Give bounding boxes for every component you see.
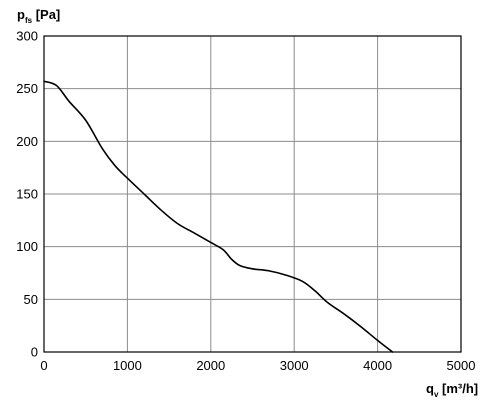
x-tick-label: 1000 [113,358,142,373]
y-tick-label: 50 [24,292,38,307]
x-axis-title-sub: v [434,390,439,399]
y-tick-label: 200 [16,134,38,149]
x-tick-label: 2000 [196,358,225,373]
x-axis-title-unit: [m³/h] [438,381,478,396]
y-axis-title: pfs [Pa] [17,7,60,25]
y-axis-title-unit: [Pa] [32,7,60,22]
y-tick-label: 150 [16,187,38,202]
grid [44,36,461,352]
y-axis: 0 50 100 150 200 250 300 [16,29,38,360]
x-tick-label: 3000 [280,358,309,373]
x-axis-title: qv [m³/h] [426,381,478,399]
y-tick-label: 250 [16,81,38,96]
x-tick-label: 5000 [447,358,476,373]
x-tick-label: 0 [40,358,47,373]
y-axis-title-main: p [17,7,25,22]
pressure-curve [43,80,394,353]
x-axis: 0 1000 2000 3000 4000 5000 [40,358,475,373]
y-axis-title-sub: fs [25,16,33,25]
y-tick-label: 100 [16,239,38,254]
plot-area [43,35,462,353]
y-tick-label: 300 [16,29,38,44]
x-tick-label: 4000 [363,358,392,373]
y-tick-label: 0 [31,345,38,360]
x-axis-title-main: q [426,381,434,396]
